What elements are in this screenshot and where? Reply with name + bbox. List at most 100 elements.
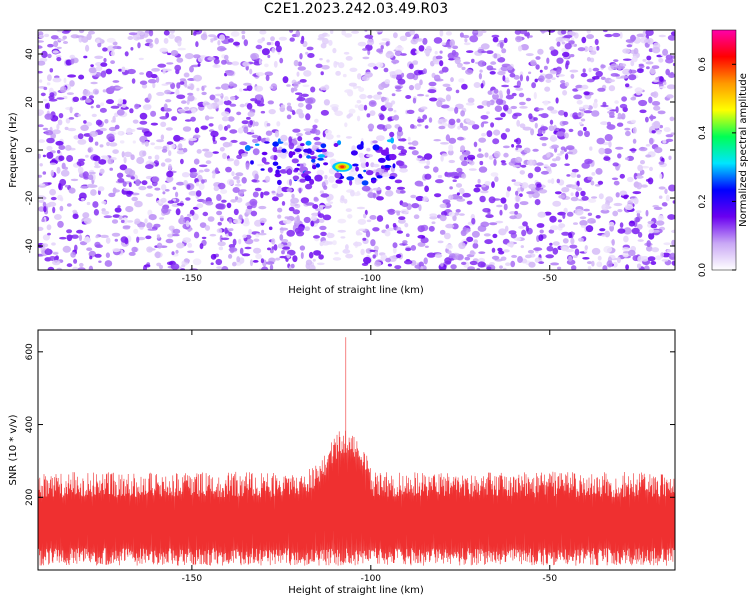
heatmap-cell (668, 253, 675, 261)
heatmap-cell (335, 179, 343, 184)
heatmap-cell (179, 81, 185, 85)
heatmap-cell (252, 138, 259, 143)
heatmap-cell (239, 88, 243, 92)
heatmap-cell (290, 263, 295, 269)
heatmap-cell (591, 260, 595, 267)
heatmap-cell (580, 118, 586, 122)
heatmap-cell (415, 50, 420, 54)
heatmap-cell (38, 206, 45, 212)
heatmap-cell (65, 144, 72, 151)
heatmap-cell (612, 162, 619, 167)
heatmap-cell (363, 104, 368, 111)
heatmap-cell (306, 46, 314, 51)
heatmap-cell (88, 95, 94, 99)
heatmap-cell (561, 231, 570, 236)
heatmap-cell (578, 112, 582, 116)
heatmap-cell (583, 249, 588, 253)
heatmap-cell (387, 263, 392, 267)
heatmap-cell (586, 34, 594, 40)
heatmap-cell (181, 172, 190, 178)
heatmap-cell (526, 31, 530, 39)
heatmap-cell (621, 96, 627, 102)
heatmap-cell (250, 129, 254, 133)
heatmap-cell (433, 74, 441, 82)
heatmap-cell (619, 103, 628, 109)
heatmap-cell (370, 239, 376, 247)
heatmap-cell (193, 231, 200, 239)
heatmap-cell (584, 158, 593, 164)
x-tick-label: -100 (361, 574, 382, 584)
heatmap-cell (426, 159, 431, 166)
heatmap-cell (597, 255, 602, 261)
heatmap-cell (557, 219, 563, 223)
heatmap-cell (603, 245, 613, 254)
heatmap-cell (121, 67, 126, 73)
heatmap-cell (164, 89, 172, 95)
heatmap-cell (89, 130, 98, 137)
y-tick-label: 400 (25, 416, 35, 433)
heatmap-cell (224, 54, 229, 61)
heatmap-cell (103, 58, 107, 63)
heatmap-cell (439, 203, 447, 209)
heatmap-cell (49, 162, 57, 166)
heatmap-cell (495, 220, 504, 224)
heatmap-cell (462, 226, 467, 232)
heatmap-cell (170, 143, 176, 149)
heatmap-cell (622, 58, 632, 61)
heatmap-cell (216, 101, 224, 106)
heatmap-cell (365, 170, 374, 176)
heatmap-cell (57, 149, 61, 154)
heatmap-cell (195, 190, 202, 197)
heatmap-cell (226, 158, 235, 162)
colorbar-tick-label: 0.6 (698, 57, 708, 72)
heatmap-cell (323, 162, 329, 166)
heatmap-cell (448, 118, 456, 126)
heatmap-cell (564, 81, 570, 87)
heatmap-cell (649, 137, 654, 145)
heatmap-cell (435, 55, 443, 60)
heatmap-cell (628, 69, 637, 74)
heatmap-cell (148, 30, 154, 37)
heatmap-cell (52, 206, 56, 214)
heatmap-cell (62, 35, 67, 40)
heatmap-cell (566, 151, 574, 155)
heatmap-cell (38, 153, 41, 159)
heatmap-cell (294, 167, 300, 171)
heatmap-cell (101, 200, 107, 205)
heatmap-cell (246, 116, 251, 120)
heatmap-cell (217, 45, 226, 52)
heatmap-cell (38, 70, 43, 74)
heatmap-cell (165, 189, 170, 192)
heatmap-cell (160, 121, 167, 128)
heatmap-cell (575, 191, 580, 198)
heatmap-cell (312, 124, 318, 129)
heatmap-cell (108, 192, 116, 198)
heatmap-cell (394, 69, 403, 75)
heatmap-cell (64, 126, 69, 131)
heatmap-cell (326, 151, 335, 158)
heatmap-cell (638, 99, 648, 107)
heatmap-cell (266, 123, 271, 127)
heatmap-cell (356, 232, 363, 236)
heatmap-cell (390, 137, 395, 144)
heatmap-cell (370, 179, 377, 184)
heatmap-cell (337, 218, 347, 224)
heatmap-cell (586, 78, 595, 83)
heatmap-cell (281, 201, 286, 206)
heatmap-cell (43, 86, 48, 91)
heatmap-cell (502, 267, 507, 270)
heatmap-cell (630, 198, 635, 202)
heatmap-cell (600, 209, 610, 214)
heatmap-cell (340, 195, 345, 201)
heatmap-cell (38, 45, 43, 49)
heatmap-cell (364, 34, 374, 39)
heatmap-cell (505, 190, 510, 198)
heatmap-cell (608, 141, 612, 148)
heatmap-cell (653, 120, 661, 128)
heatmap-cell (413, 214, 420, 219)
heatmap-cell (249, 68, 253, 75)
colorbar-tick-label: 0.4 (698, 125, 708, 140)
heatmap-cell (518, 92, 525, 98)
heatmap-cell (589, 57, 595, 63)
heatmap-cell (440, 104, 450, 109)
